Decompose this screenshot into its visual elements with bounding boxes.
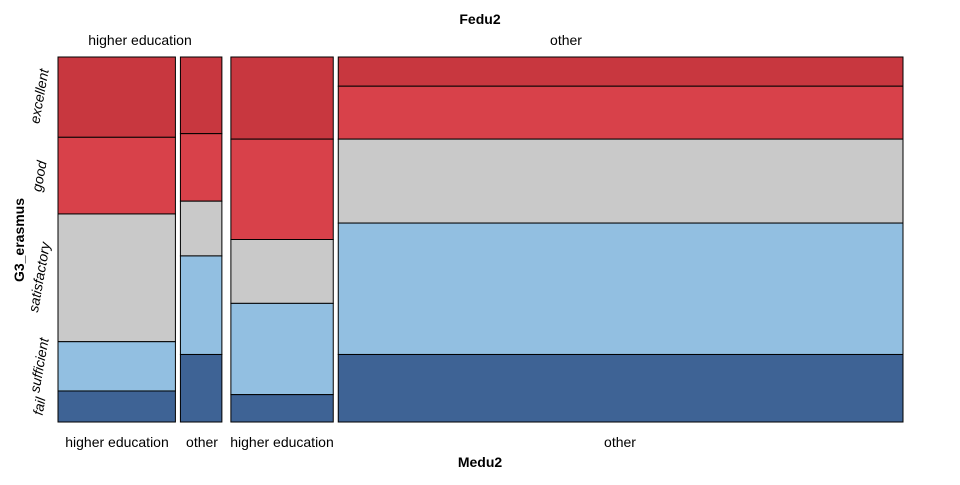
cell-higher-education-higher-education-good: [57, 136, 176, 215]
cell-other-other-excellent: [337, 56, 904, 87]
cell-other-other-good: [337, 85, 904, 140]
cell-higher-education-other-excellent: [179, 56, 223, 135]
cell-higher-education-higher-education-sufficient: [57, 341, 176, 392]
bottom-variable-label: Medu2: [458, 454, 503, 470]
medu-label-1: higher education: [65, 434, 169, 450]
cell-other-other-fail: [337, 353, 904, 423]
cell-other-higher-education-good: [230, 138, 334, 241]
row-label-satisfactory: satisfactory: [25, 240, 53, 313]
cell-other-higher-education-satisfactory: [230, 239, 334, 304]
cell-higher-education-other-fail: [179, 353, 223, 423]
medu-label-2: other: [186, 434, 218, 450]
top-variable-label: Fedu2: [459, 11, 500, 27]
fedu-label-other: other: [550, 32, 582, 48]
cell-higher-education-other-sufficient: [179, 255, 223, 355]
cell-other-higher-education-excellent: [230, 56, 334, 140]
cell-higher-education-higher-education-fail: [57, 390, 176, 423]
cell-other-other-sufficient: [337, 222, 904, 355]
cell-other-higher-education-fail: [230, 394, 334, 423]
cell-higher-education-higher-education-excellent: [57, 56, 176, 138]
medu-label-4: other: [604, 434, 636, 450]
row-label-good: good: [28, 158, 49, 193]
cell-other-higher-education-sufficient: [230, 302, 334, 396]
cell-higher-education-other-satisfactory: [179, 200, 223, 257]
fedu-label-higher-education: higher education: [88, 32, 192, 48]
medu-label-3: higher education: [230, 434, 334, 450]
row-label-fail: fail: [30, 395, 49, 416]
left-variable-label: G3_erasmus: [11, 198, 27, 282]
cell-higher-education-higher-education-satisfactory: [57, 213, 176, 343]
cells-layer: [57, 56, 904, 423]
cell-other-other-satisfactory: [337, 138, 904, 224]
row-label-excellent: excellent: [26, 66, 52, 124]
row-label-sufficient: sufficient: [26, 335, 52, 393]
cell-higher-education-other-good: [179, 133, 223, 202]
